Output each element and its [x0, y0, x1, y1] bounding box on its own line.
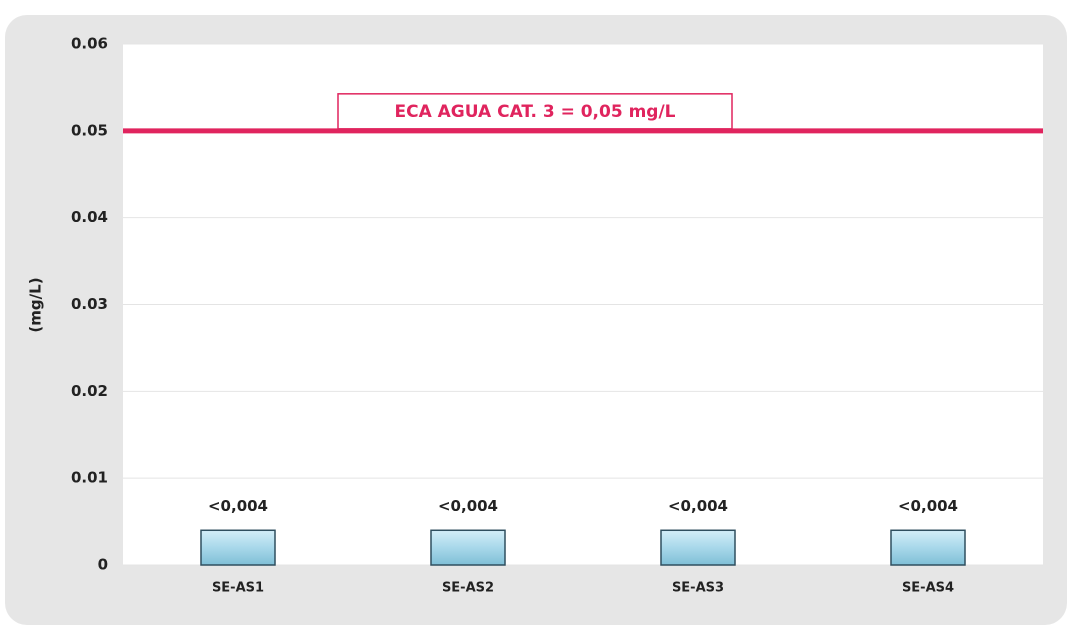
value-label: <0,004 — [208, 497, 268, 515]
y-tick-label: 0.01 — [71, 469, 108, 487]
value-label: <0,004 — [668, 497, 728, 515]
y-tick-label: 0 — [98, 556, 108, 574]
y-tick-label: 0.02 — [71, 382, 108, 400]
bar — [660, 529, 736, 566]
y-axis-label: (mg/L) — [27, 277, 45, 332]
x-tick-label: SE-AS2 — [442, 581, 494, 596]
y-tick-label: 0.05 — [71, 121, 108, 139]
bar — [890, 529, 966, 566]
y-tick-label: 0.03 — [71, 295, 108, 313]
bar — [430, 529, 506, 566]
bar — [200, 529, 276, 566]
value-label: <0,004 — [898, 497, 958, 515]
x-tick-label: SE-AS1 — [212, 581, 264, 596]
annotation-box — [337, 93, 733, 130]
x-tick-label: SE-AS3 — [672, 581, 724, 596]
y-tick-label: 0.04 — [71, 208, 108, 226]
annotation: ECA AGUA CAT. 3 = 0,05 mg/L — [394, 102, 675, 122]
value-label: <0,004 — [438, 497, 498, 515]
x-tick-label: SE-AS4 — [902, 581, 954, 596]
y-tick-label: 0.06 — [71, 35, 108, 53]
